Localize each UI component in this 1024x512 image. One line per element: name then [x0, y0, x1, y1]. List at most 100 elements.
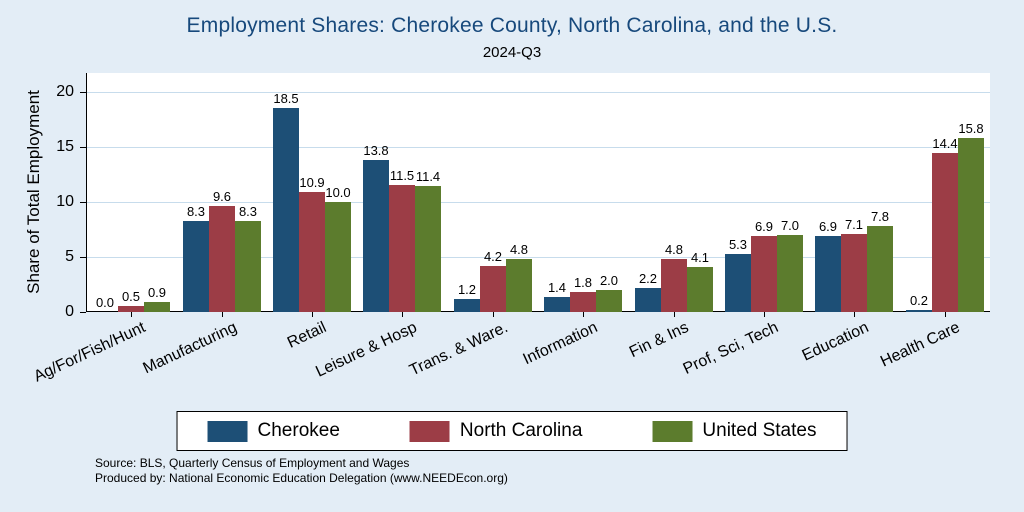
bar-united-states: [596, 290, 622, 312]
bar-united-states: [867, 226, 893, 312]
bar-value-label: 4.8: [509, 242, 529, 257]
bar-value-label: 13.8: [363, 143, 389, 158]
bar-value-label: 7.0: [780, 218, 800, 233]
bar-cherokee: [635, 288, 661, 312]
bar-value-label: 1.2: [457, 282, 477, 297]
x-tick-label: Information: [520, 319, 601, 369]
gridline: [87, 257, 990, 258]
bar-north-carolina: [841, 234, 867, 312]
bar-north-carolina: [299, 192, 325, 312]
bar-value-label: 0.9: [147, 285, 167, 300]
x-tick-mark: [674, 312, 675, 317]
x-tick-label: Education: [799, 319, 872, 365]
bar-value-label: 8.3: [186, 204, 206, 219]
x-tick-mark: [402, 312, 403, 317]
x-tick-label: Manufacturing: [140, 319, 240, 378]
y-tick-mark: [80, 257, 86, 258]
legend-entry-united-states: United States: [652, 420, 816, 442]
bar-north-carolina: [932, 153, 958, 312]
bar-cherokee: [454, 299, 480, 312]
chart-subtitle: 2024-Q3: [482, 44, 542, 61]
source-line: Source: BLS, Quarterly Census of Employm…: [95, 456, 410, 470]
bar-value-label: 2.2: [638, 271, 658, 286]
bar-cherokee: [183, 221, 209, 312]
bar-value-label: 5.3: [728, 237, 748, 252]
bar-value-label: 18.5: [273, 91, 299, 106]
x-tick-label: Retail: [284, 319, 330, 352]
bar-value-label: 15.8: [958, 121, 984, 136]
x-tick-label: Health Care: [877, 319, 963, 371]
bar-value-label: 1.4: [547, 280, 567, 295]
bar-value-label: 7.8: [870, 209, 890, 224]
x-tick-mark: [222, 312, 223, 317]
bar-value-label: 14.4: [932, 136, 958, 151]
bar-value-label: 0.5: [121, 289, 141, 304]
legend-label: Cherokee: [257, 420, 340, 441]
bar-united-states: [415, 186, 441, 312]
bar-cherokee: [363, 160, 389, 312]
gridline: [87, 92, 990, 93]
legend-entry-cherokee: Cherokee: [207, 420, 340, 442]
x-tick-label: Fin & Ins: [626, 319, 692, 362]
bar-united-states: [958, 138, 984, 312]
bar-north-carolina: [118, 306, 144, 312]
x-tick-label: Trans. & Ware.: [406, 319, 511, 380]
x-tick-mark: [131, 312, 132, 317]
gridline: [87, 147, 990, 148]
bar-north-carolina: [751, 236, 777, 312]
source-note: Source: BLS, Quarterly Census of Employm…: [95, 456, 508, 486]
bar-north-carolina: [480, 266, 506, 312]
chart-title: Employment Shares: Cherokee County, Nort…: [186, 14, 838, 37]
bar-north-carolina: [389, 185, 415, 312]
x-tick-label: Leisure & Hosp: [312, 319, 420, 381]
y-tick-mark: [80, 92, 86, 93]
y-tick-mark: [80, 147, 86, 148]
x-tick-mark: [945, 312, 946, 317]
bar-north-carolina: [570, 292, 596, 312]
bar-united-states: [325, 202, 351, 312]
bar-value-label: 2.0: [599, 273, 619, 288]
y-tick-mark: [80, 202, 86, 203]
bar-value-label: 6.9: [818, 219, 838, 234]
x-tick-mark: [854, 312, 855, 317]
bar-value-label: 10.0: [325, 185, 351, 200]
bar-cherokee: [725, 254, 751, 312]
bar-value-label: 10.9: [299, 175, 325, 190]
bar-value-label: 11.4: [415, 169, 441, 184]
bar-value-label: 4.1: [690, 250, 710, 265]
bar-cherokee: [906, 310, 932, 312]
x-tick-label: Ag/For/Fish/Hunt: [31, 319, 149, 386]
y-tick-label: 15: [56, 138, 74, 155]
bar-value-label: 4.8: [664, 242, 684, 257]
bar-value-label: 6.9: [754, 219, 774, 234]
produced-by-line: Produced by: National Economic Education…: [95, 471, 508, 485]
bar-north-carolina: [661, 259, 687, 312]
bar-united-states: [235, 221, 261, 312]
bar-value-label: 1.8: [573, 275, 593, 290]
x-tick-mark: [764, 312, 765, 317]
y-tick-mark: [80, 312, 86, 313]
legend-label: United States: [702, 420, 817, 441]
legend-swatch: [409, 420, 450, 442]
legend: Cherokee North Carolina United States: [176, 411, 848, 451]
y-tick-label: 20: [56, 83, 74, 100]
bar-cherokee: [273, 108, 299, 312]
bar-value-label: 0.2: [909, 293, 929, 308]
y-tick-label: 5: [65, 248, 74, 265]
x-tick-mark: [312, 312, 313, 317]
bar-value-label: 11.5: [389, 168, 415, 183]
x-tick-mark: [583, 312, 584, 317]
legend-swatch: [652, 420, 693, 442]
legend-label: North Carolina: [459, 420, 583, 441]
bar-cherokee: [815, 236, 841, 312]
x-tick-mark: [493, 312, 494, 317]
bar-united-states: [144, 302, 170, 312]
bar-united-states: [777, 235, 803, 312]
y-tick-label: 10: [56, 193, 74, 210]
bar-value-label: 7.1: [844, 217, 864, 232]
bar-united-states: [687, 267, 713, 312]
bar-cherokee: [544, 297, 570, 312]
bar-value-label: 0.0: [95, 295, 115, 310]
x-tick-label: Prof, Sci, Tech: [680, 319, 782, 378]
bar-north-carolina: [209, 206, 235, 312]
